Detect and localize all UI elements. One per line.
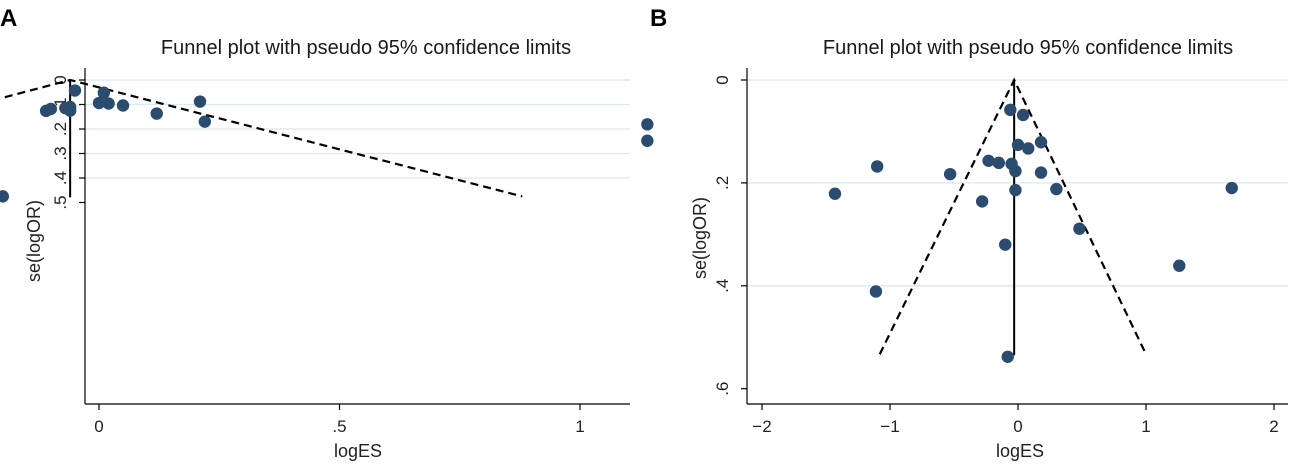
panel-b-y-tick-label: 0 — [713, 75, 732, 84]
panel-b-data-point — [1011, 138, 1025, 152]
panel-a-data-point — [641, 134, 654, 147]
panel-b-data-point — [1073, 222, 1086, 235]
panel-b-y-tick-label: .4 — [713, 279, 732, 293]
panel-b-data-point — [1034, 166, 1048, 179]
panel-b-x-tick-label: −1 — [880, 417, 899, 436]
panel-b-x-tick-label: 2 — [1269, 417, 1278, 436]
panel-a-x-tick-label: .5 — [332, 417, 346, 436]
panel-a-data-point — [97, 86, 111, 99]
panel-b-data-point — [943, 167, 957, 181]
panel-a-data-point — [0, 190, 9, 203]
panel-b-data-point — [1050, 182, 1063, 196]
panel-a-data-point — [150, 107, 163, 120]
panel-b-y-tick-label: .2 — [713, 176, 732, 190]
panel-b-title: Funnel plot with pseudo 95% confidence l… — [823, 37, 1233, 59]
panel-a-y-tick-label: .2 — [51, 122, 70, 136]
panel-a-confidence-limits — [0, 78, 523, 198]
panel-a-y-axis-label: se(logOR) — [24, 200, 44, 282]
panel-a-data-point — [68, 84, 82, 97]
panel-a-data-point — [641, 118, 654, 131]
panel-b-data-point — [869, 285, 883, 298]
panel-b-data-point — [1225, 181, 1238, 195]
panel-b-data-point — [1016, 108, 1030, 122]
panel-b-x-tick-label: −2 — [752, 417, 771, 436]
panel-b-data-point — [1173, 259, 1186, 272]
panel-a-y-tick-label: .3 — [51, 146, 70, 160]
panel-a-x-tick-label: 0 — [94, 417, 103, 436]
panel-a: A Funnel plot with pseudo 95% confidence… — [0, 5, 654, 461]
panel-a-title: Funnel plot with pseudo 95% confidence l… — [161, 37, 571, 59]
panel-b-data-point — [871, 160, 884, 173]
panel-a-x-axis-label: logES — [334, 441, 382, 461]
panel-a-data-point — [102, 97, 115, 110]
panel-a-data-point — [63, 104, 77, 117]
panel-b-data-point — [1004, 103, 1017, 117]
panel-b-data-point — [1009, 183, 1022, 197]
panel-a-data-point — [198, 115, 212, 128]
panel-a-data-point — [116, 99, 130, 112]
panel-b-data-point — [975, 195, 989, 208]
panel-a-data-point — [92, 96, 106, 110]
panel-b-x-tick-label: 1 — [1141, 417, 1150, 436]
panel-a-y-tick-label: .4 — [51, 171, 70, 185]
panel-letter-b: B — [650, 5, 667, 32]
panel-b-y-axis-label: se(logOR) — [690, 197, 710, 279]
panel-b-data-point — [1034, 136, 1048, 149]
panel-b-x-tick-label: 0 — [1013, 417, 1022, 436]
panel-b-data-point — [992, 156, 1005, 170]
panel-b-data-point — [828, 187, 842, 200]
panel-b-data-point — [982, 154, 995, 167]
panel-b-confidence-limits — [878, 77, 1147, 355]
panel-a-data-point — [44, 102, 58, 116]
panel-b-y-tick-label: .6 — [713, 382, 732, 396]
panel-a-y-tick-label: .5 — [51, 195, 70, 209]
panel-b-data-point — [1022, 142, 1035, 155]
panel-b: B Funnel plot with pseudo 95% confidence… — [650, 5, 1288, 461]
panel-b-data-point — [1001, 350, 1014, 364]
panel-a-x-tick-label: 1 — [575, 417, 584, 436]
panel-a-data-point — [193, 95, 207, 108]
panel-b-data-point — [1009, 164, 1022, 178]
panel-letter-a: A — [0, 5, 17, 32]
panel-b-x-axis-label: logES — [996, 441, 1044, 461]
panel-a-y-tick-label: 0 — [51, 75, 70, 84]
panel-b-data-point — [999, 238, 1012, 251]
